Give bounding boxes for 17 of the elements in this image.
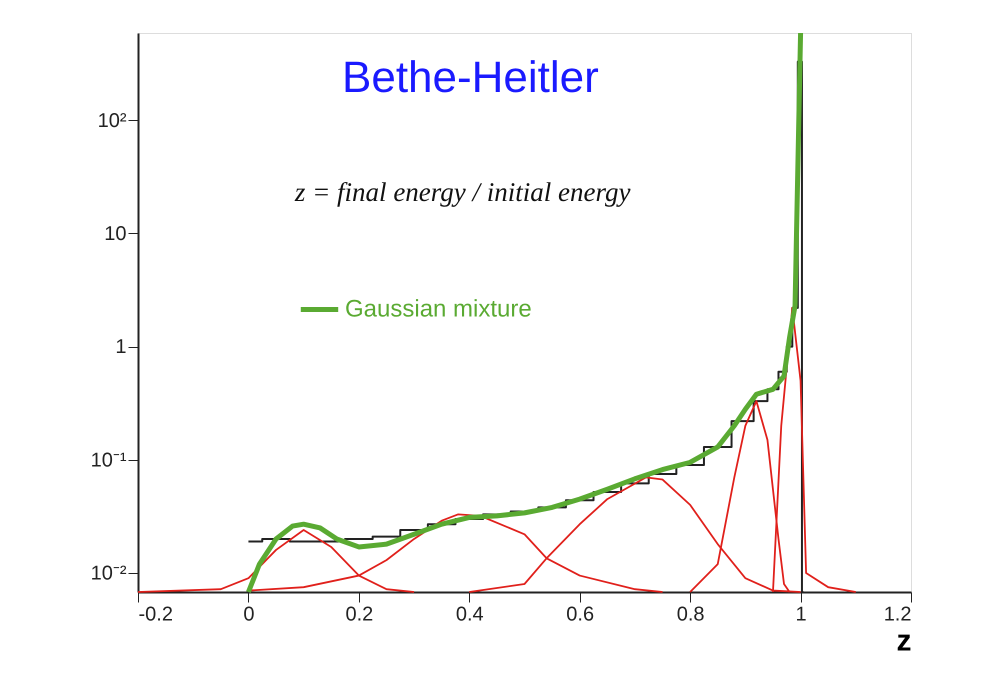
y-tick-label: 10²: [98, 110, 127, 132]
y-tick-label: 1: [115, 336, 126, 358]
x-tick-label: 1.2: [884, 604, 912, 626]
x-tick-label: 0.6: [566, 604, 594, 626]
x-tick-label: 0: [243, 604, 254, 626]
y-tick-label: 10⁻²: [90, 562, 127, 585]
text: Bethe-Heitler: [342, 53, 599, 102]
y-tick-label: 10⁻¹: [90, 449, 127, 472]
x-tick-label: 0.8: [676, 604, 705, 626]
x-tick-label: -0.2: [138, 604, 173, 626]
x-axis-title: z: [896, 624, 912, 658]
y-tick-label: 10: [104, 222, 126, 245]
x-tick-label: 1: [796, 604, 807, 626]
x-tick-label: 0.2: [345, 604, 374, 626]
x-tick-label: 0.4: [456, 604, 484, 626]
legend-label: Gaussian mixture: [345, 296, 532, 322]
annotation: z = final energy / initial energy: [294, 177, 630, 207]
